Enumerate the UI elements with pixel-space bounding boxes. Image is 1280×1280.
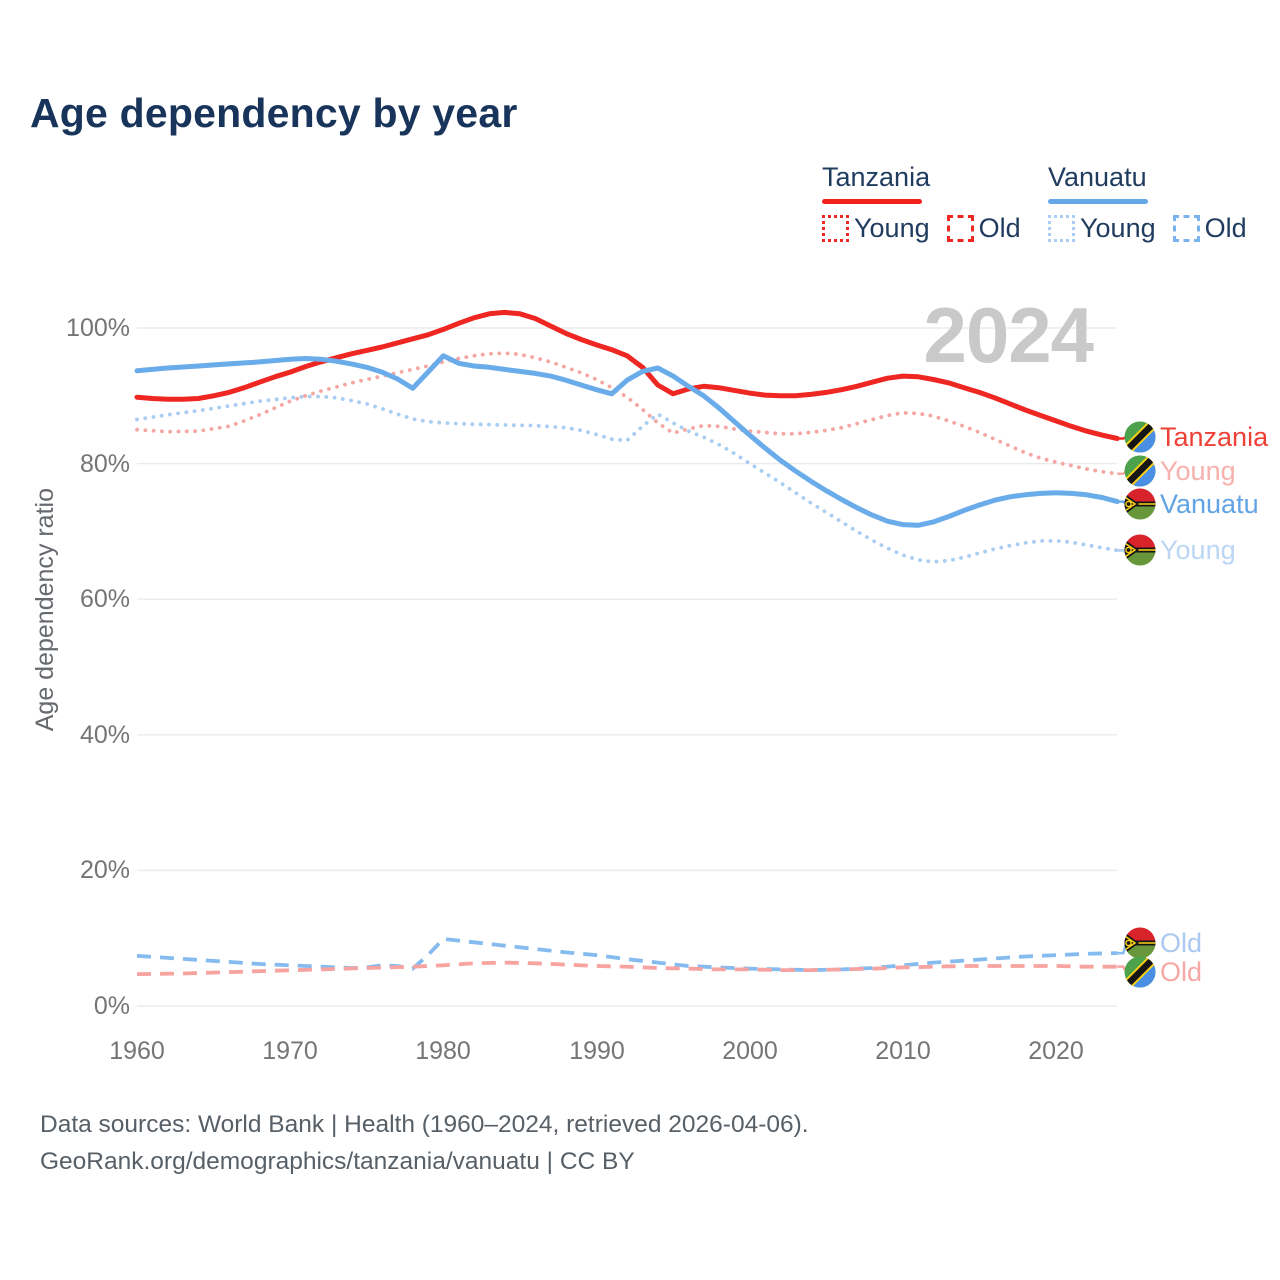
curve-label-tanzania-young: Young [1160, 456, 1236, 486]
y-tick-40: 40% [79, 721, 130, 749]
series-end-decorations [1117, 421, 1156, 988]
legend-vanuatu-young-swatch[interactable] [1048, 215, 1075, 242]
tanzania-flag-icon [1124, 421, 1156, 453]
x-tick-2020: 2020 [1028, 1037, 1084, 1065]
x-tick-2010: 2010 [875, 1037, 931, 1065]
data-source-line1: Data sources: World Bank | Health (1960–… [40, 1111, 809, 1138]
legend-vanuatu-old-swatch[interactable] [1172, 215, 1200, 242]
series-line-vanuatu-total[interactable] [134, 353, 1120, 528]
page-title: Age dependency by year [30, 90, 518, 136]
watermark-year: 2024 [923, 291, 1093, 379]
legend-group-vanuatu: Vanuatu Young Old [1048, 162, 1247, 244]
legend-vanuatu-label[interactable]: Vanuatu [1048, 162, 1147, 192]
legend-tanzania-old-label[interactable]: Old [978, 213, 1021, 243]
legend-tanzania-old-swatch[interactable] [946, 215, 974, 242]
series-line-tanzania-young[interactable] [135, 351, 1120, 476]
x-tick-1960: 1960 [109, 1037, 165, 1065]
legend-vanuatu-underline [1048, 199, 1148, 204]
tanzania-flag-icon [1124, 455, 1156, 487]
vanuatu-flag-icon [1124, 534, 1156, 566]
gridlines [137, 327, 1117, 1007]
legend-tanzania-label[interactable]: Tanzania [822, 162, 931, 192]
legend-tanzania-underline [822, 199, 922, 204]
legend-group-tanzania: Tanzania Young Old [822, 162, 1021, 244]
y-tick-80: 80% [79, 450, 130, 478]
series-line-vanuatu-young[interactable] [135, 394, 1120, 564]
y-tick-60: 60% [79, 585, 130, 613]
series-line-tanzania-old[interactable] [136, 960, 1118, 976]
vanuatu-flag-icon [1124, 488, 1156, 520]
curve-label-tanzania-old: Old [1160, 957, 1203, 987]
curve-label-tanzania: Tanzania [1160, 422, 1269, 452]
y-tick-100: 100% [66, 314, 130, 342]
x-tick-1970: 1970 [262, 1037, 318, 1065]
x-tick-2000: 2000 [722, 1037, 778, 1065]
y-tick-20: 20% [79, 856, 130, 884]
data-source-line2: GeoRank.org/demographics/tanzania/vanuat… [40, 1148, 635, 1175]
curve-label-vanuatu-young: Young [1160, 535, 1236, 565]
vanuatu-flag-icon [1124, 927, 1156, 959]
legend-tanzania-young-label[interactable]: Young [854, 213, 930, 243]
series-line-vanuatu-old[interactable] [136, 937, 1118, 972]
y-tick-0: 0% [93, 992, 130, 1020]
legend-vanuatu-young-label[interactable]: Young [1080, 213, 1156, 243]
data-series-lines [134, 309, 1120, 976]
curve-label-vanuatu-old: Old [1160, 928, 1203, 958]
legend-vanuatu-old-label[interactable]: Old [1204, 213, 1247, 243]
curve-label-vanuatu: Vanuatu [1160, 489, 1259, 519]
data-source-note: Data sources: World Bank | Health (1960–… [40, 1106, 809, 1180]
tanzania-flag-icon [1124, 956, 1156, 988]
x-tick-1990: 1990 [569, 1037, 625, 1065]
series-line-tanzania-total[interactable] [134, 309, 1120, 441]
legend-tanzania-young-swatch[interactable] [822, 215, 849, 242]
x-tick-1980: 1980 [415, 1037, 471, 1065]
